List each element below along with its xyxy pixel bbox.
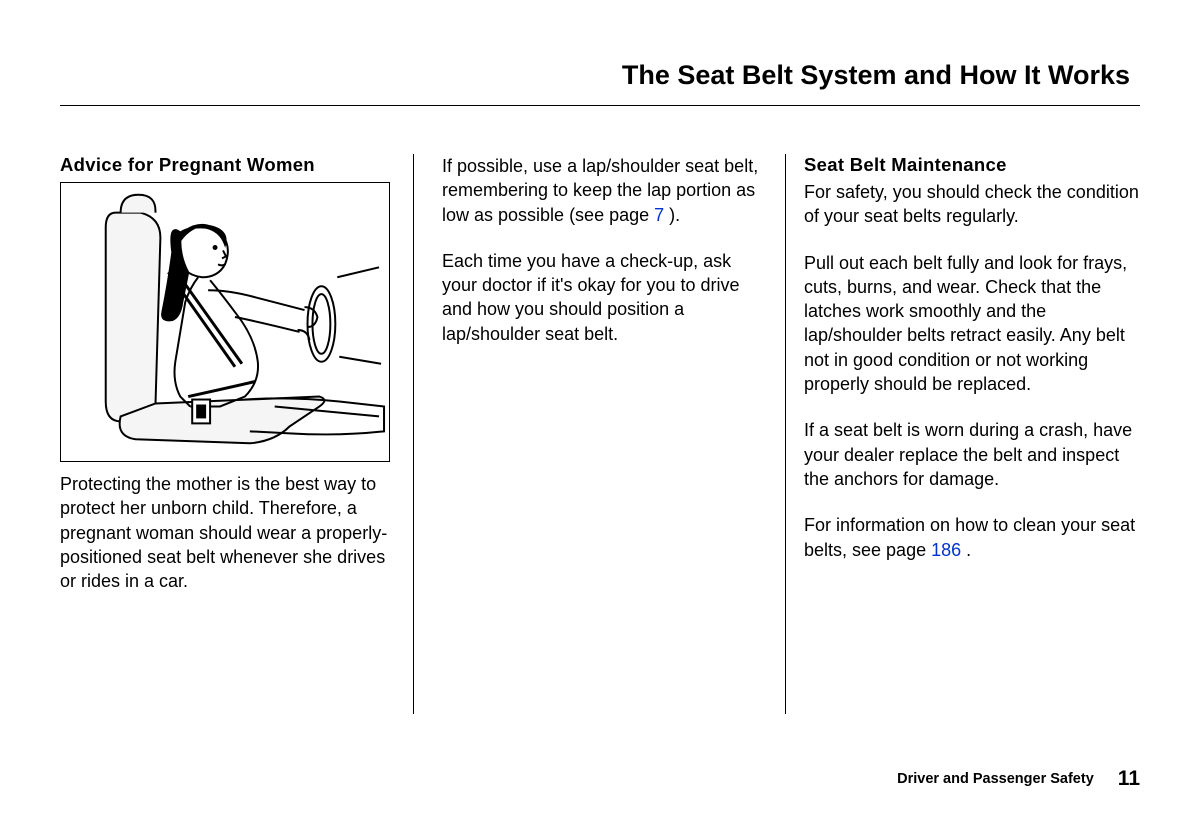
- footer-section-label: Driver and Passenger Safety: [897, 771, 1094, 787]
- col3-p4-text-after: .: [966, 540, 971, 560]
- col1-heading: Advice for Pregnant Women: [60, 154, 396, 176]
- column-3: Seat Belt Maintenance For safety, you sh…: [786, 154, 1140, 615]
- page-link-7[interactable]: 7: [654, 205, 664, 225]
- col2-p1-text-before: If possible, use a lap/shoulder seat bel…: [442, 156, 758, 225]
- col3-paragraph-3: If a seat belt is worn during a crash, h…: [804, 418, 1140, 491]
- page-number: 11: [1118, 767, 1140, 790]
- column-2: If possible, use a lap/shoulder seat bel…: [414, 154, 786, 615]
- col2-paragraph-1: If possible, use a lap/shoulder seat bel…: [432, 154, 768, 227]
- col3-paragraph-1: For safety, you should check the conditi…: [804, 180, 1140, 229]
- col2-paragraph-2: Each time you have a check-up, ask your …: [432, 249, 768, 346]
- seatbelt-illustration-icon: [61, 182, 389, 462]
- pregnant-woman-seatbelt-illustration: [60, 182, 390, 462]
- col3-paragraph-4: For information on how to clean your sea…: [804, 513, 1140, 562]
- content-columns: Advice for Pregnant Women: [60, 154, 1140, 615]
- page-footer: Driver and Passenger Safety 11: [897, 767, 1140, 791]
- col2-p1-text-after: ).: [669, 205, 680, 225]
- col1-paragraph-1: Protecting the mother is the best way to…: [60, 472, 396, 593]
- col3-paragraph-2: Pull out each belt fully and look for fr…: [804, 251, 1140, 397]
- column-1: Advice for Pregnant Women: [60, 154, 414, 615]
- col3-heading: Seat Belt Maintenance: [804, 154, 1140, 176]
- page-link-186[interactable]: 186: [931, 540, 961, 560]
- page-title: The Seat Belt System and How It Works: [60, 60, 1140, 106]
